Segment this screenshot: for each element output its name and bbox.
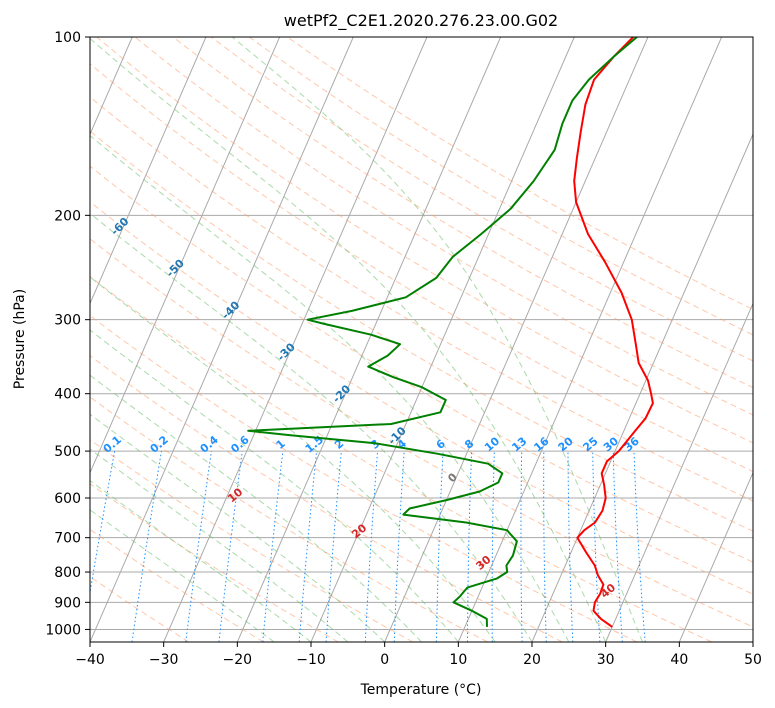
moist-adiabat-line [90,509,275,642]
moist-adiabat-line [90,276,496,642]
dry-adiabat-line [90,130,753,532]
x-axis: −40 −30 −20 −10 0 10 20 30 40 50 [75,642,762,668]
mixing-ratio-line [218,451,243,642]
mixing-ratio-line [262,451,284,642]
x-tick-label: 40 [670,652,688,668]
isotherm-line [457,37,723,642]
mixing-ratio-label: 8 [462,437,476,452]
y-tick-label: 300 [54,313,81,329]
isotherm-line [531,132,753,642]
isotherm-line [384,37,649,642]
plot-frame [89,36,754,643]
x-tick-label: 10 [449,652,467,668]
dry-adiabat-line [172,37,753,389]
mixing-ratio-line [131,451,162,642]
y-tick-label: 500 [54,444,81,460]
mixing-ratio-label: 0.6 [228,433,252,456]
dry-adiabat-line [90,576,190,642]
isotherm-line [163,37,428,642]
moist-adiabat-line [90,212,533,642]
dry-adiabat-line [90,275,712,642]
isotherm-label: -60 [108,215,131,238]
moist-adiabat-line [90,374,422,642]
x-tick-label: 30 [597,652,615,668]
dry-adiabat-line [90,96,753,502]
dry-adiabat-line [248,37,753,336]
mixing-ratio-line [567,451,574,642]
moist-adiabat-line [90,479,312,642]
dry-adiabat-line [90,165,753,563]
isotherm-line [752,640,753,642]
dry-adiabat-line [90,483,339,642]
mixing-ratio-line [298,451,318,642]
isotherm-line [90,37,281,474]
x-axis-title: Temperature (°C) [360,682,482,698]
y-tick-label: 100 [54,30,81,46]
temperature-profile-line [573,37,654,628]
isotherm-line [605,302,753,642]
y-axis: 100 200 300 400 500 600 700 800 900 1000 [45,30,90,638]
y-tick-label: 600 [54,491,81,507]
x-tick-label: 0 [380,652,389,668]
x-tick-label: −10 [296,652,326,668]
dry-adiabat-label: 10 [225,485,245,505]
x-tick-label: −40 [75,652,105,668]
isotherm-line [678,471,753,642]
moist-adiabat-line [231,37,643,642]
y-axis-title: Pressure (hPa) [12,289,28,389]
moist-adiabat-line [90,134,570,642]
isotherm-line [90,37,207,305]
isotherm-line [0,37,59,642]
y-tick-label: 900 [54,595,81,611]
dry-adiabat-line [134,37,753,416]
mixing-ratio-line [185,451,212,642]
x-tick-label: −20 [223,652,253,668]
dry-adiabat-line [90,355,563,642]
mixing-ratio-line [520,451,523,642]
dry-adiabat-line [90,314,638,642]
y-tick-label: 700 [54,531,81,547]
dry-adiabat-line [90,238,753,628]
x-tick-label: −30 [149,652,179,668]
dry-adiabat-line [90,396,488,642]
isotherm-label: -70 [53,173,76,196]
moist-adiabat-line [90,37,607,642]
dewpoint-profile-line [247,37,638,627]
dry-adiabat-line [90,528,264,642]
mixing-ratio-line [435,451,444,642]
isotherm-line [90,37,354,642]
dry-adiabat-line [90,201,753,595]
mixing-ratio-line [90,451,116,596]
moist-adiabat-line [90,329,459,642]
background-lines [0,37,753,642]
y-tick-label: 200 [54,208,81,224]
dry-adiabat-label: 30 [473,553,493,573]
isotherm-label: -80 [0,131,21,154]
moist-adiabat-line [90,413,386,642]
isotherm-label: -30 [275,340,298,363]
mixing-ratio-line [491,451,495,642]
mixing-ratio-line [325,451,342,642]
y-tick-label: 400 [54,387,81,403]
y-tick-label: 1000 [45,622,81,638]
profile-lines [247,37,654,628]
x-tick-label: 50 [744,652,762,668]
dry-adiabat-label: 20 [349,521,369,541]
mixing-ratio-label: 0.4 [198,433,222,456]
chart-title: wetPf2_C2E1.2020.276.23.00.G02 [284,11,558,31]
y-tick-label: 800 [54,565,81,581]
isotherm-label: -40 [219,298,242,321]
mixing-ratio-line [633,451,646,642]
x-tick-label: 20 [523,652,541,668]
dry-adiabat-line [287,37,753,310]
isotherm-label: -20 [330,382,353,405]
isotherm-line [236,37,502,642]
